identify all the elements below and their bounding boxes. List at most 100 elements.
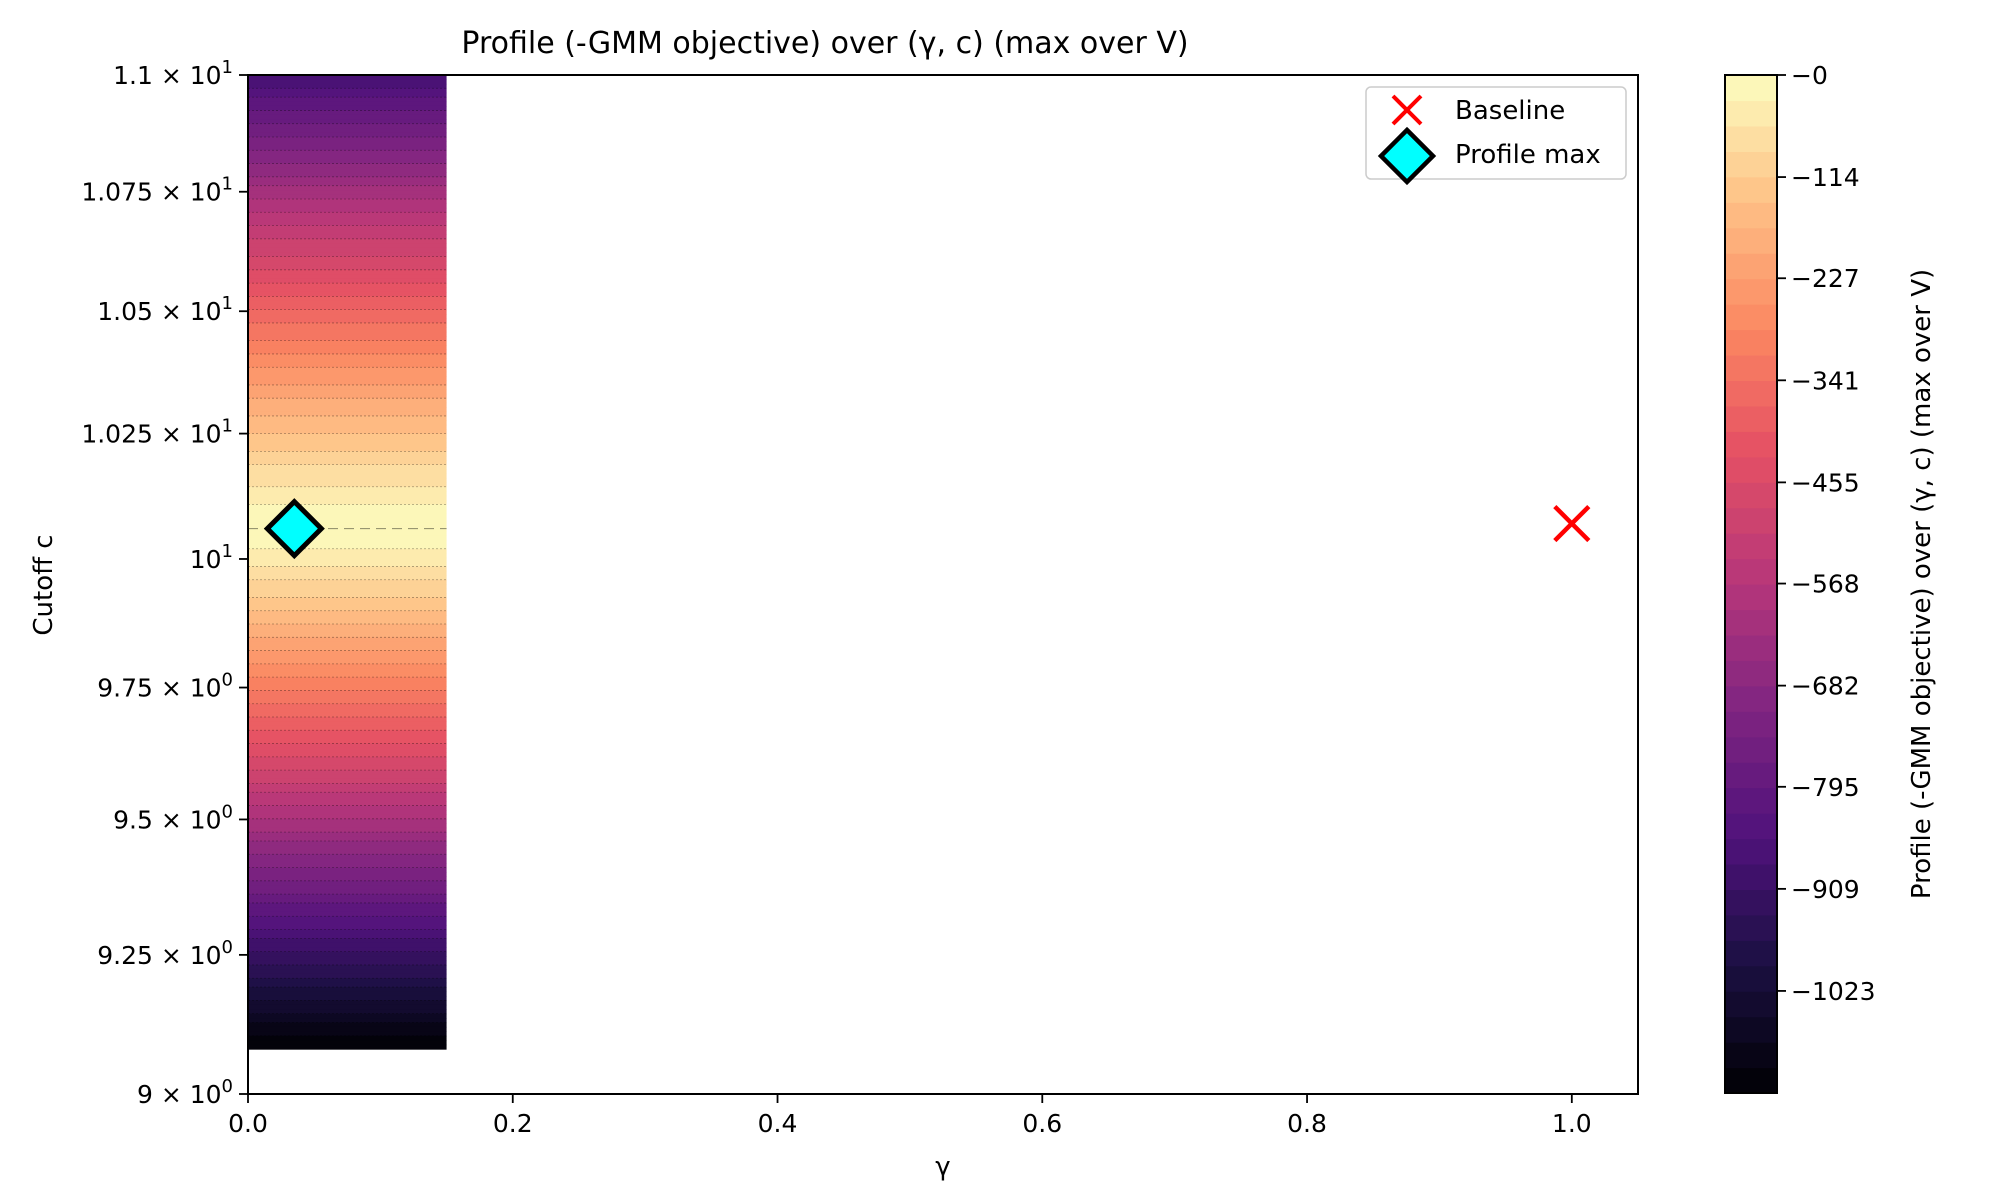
heatmap-cell xyxy=(248,1022,447,1028)
heatmap-cell xyxy=(248,517,447,523)
heatmap-cell xyxy=(248,995,447,1001)
colorbar-swatch xyxy=(1725,634,1777,661)
heatmap-cell xyxy=(248,469,447,475)
heatmap-cell xyxy=(248,809,447,816)
heatmap-cell xyxy=(248,384,447,390)
heatmap-cell xyxy=(248,305,447,311)
profile-max-marker xyxy=(263,498,325,560)
heatmap-cell xyxy=(248,655,447,661)
legend-baseline-icon xyxy=(1391,94,1423,126)
colorbar-swatch xyxy=(1725,940,1777,967)
heatmap-cell xyxy=(248,628,447,634)
heatmap-cell xyxy=(248,380,447,386)
y-tick-label: 1.075 × 101 xyxy=(81,174,233,207)
colorbar-tick-label: −909 xyxy=(1791,875,1860,904)
x-tick-label: 1.0 xyxy=(1552,1109,1592,1138)
heatmap-cell xyxy=(248,960,447,966)
y-tick-label: 9.75 × 100 xyxy=(97,670,233,703)
heatmap-cell xyxy=(248,774,447,780)
heatmap-cell xyxy=(248,1040,447,1046)
heatmap-cell xyxy=(248,929,447,935)
colorbar-swatch xyxy=(1725,75,1777,102)
heatmap-cell xyxy=(248,504,447,510)
heatmap-cell xyxy=(248,942,447,948)
colorbar-swatch xyxy=(1725,965,1777,992)
colorbar-swatch xyxy=(1725,482,1777,509)
heatmap-cell xyxy=(248,433,447,439)
heatmap-cell xyxy=(248,783,447,789)
heatmap-cell xyxy=(248,269,447,275)
heatmap-cell xyxy=(248,991,447,997)
legend-baseline-label: Baseline xyxy=(1455,96,1565,126)
heatmap-cell xyxy=(248,176,447,182)
y-axis-label: Cutoff c xyxy=(29,534,59,635)
heatmap-cell xyxy=(248,150,447,156)
heatmap-cell xyxy=(248,172,447,178)
y-tick-label: 9 × 100 xyxy=(137,1076,233,1109)
heatmap-cell xyxy=(248,716,447,723)
heatmap-surface xyxy=(248,75,447,1050)
heatmap-cell xyxy=(248,75,447,81)
heatmap-cell xyxy=(248,747,447,754)
heatmap-cell xyxy=(248,544,447,550)
heatmap-cell xyxy=(248,128,447,134)
heatmap-cell xyxy=(248,420,447,426)
y-tick-label: 101 xyxy=(190,541,233,574)
heatmap-cell xyxy=(248,752,447,758)
heatmap-cell xyxy=(248,349,447,355)
heatmap-cell xyxy=(248,867,447,873)
heatmap-cell xyxy=(248,690,447,696)
y-axis: 9 × 100 9.25 × 100 9.5 × 100 9.75 × 100 101 1… xyxy=(81,57,248,1109)
colorbar-tick-label: −568 xyxy=(1791,570,1860,599)
heatmap-cell xyxy=(248,274,447,280)
heatmap-cell xyxy=(248,464,447,470)
heatmap-cell xyxy=(248,438,447,444)
heatmap-cell xyxy=(248,947,447,953)
colorbar-swatch xyxy=(1725,685,1777,712)
heatmap-cell xyxy=(248,597,447,603)
heatmap-cell xyxy=(248,345,447,351)
heatmap-cell xyxy=(248,1044,447,1050)
heatmap-cell xyxy=(248,730,447,736)
heatmap-cell xyxy=(248,424,447,430)
heatmap-cell xyxy=(248,650,447,656)
colorbar-tick-label: −0 xyxy=(1791,61,1828,90)
heatmap-cell xyxy=(248,1031,447,1037)
heatmap-cell xyxy=(248,105,447,112)
x-tick-label: 0.0 xyxy=(228,1109,268,1138)
heatmap-cell xyxy=(248,601,447,607)
heatmap-cell xyxy=(248,336,447,342)
colorbar-swatch xyxy=(1725,609,1777,636)
colorbar-swatch xyxy=(1725,889,1777,916)
heatmap-cell xyxy=(248,393,447,399)
y-tick-label: 9.25 × 100 xyxy=(97,937,233,970)
heatmap-cell xyxy=(248,243,447,249)
heatmap-cell xyxy=(248,814,447,820)
heatmap-cell xyxy=(248,770,447,776)
heatmap-cell xyxy=(248,708,447,714)
heatmap-cell xyxy=(248,398,447,404)
heatmap-cell xyxy=(248,1000,447,1006)
heatmap-cell xyxy=(248,823,447,829)
heatmap-cell xyxy=(248,796,447,802)
colorbar-swatch xyxy=(1725,762,1777,789)
heatmap-cell xyxy=(248,885,447,891)
heatmap-cell xyxy=(248,641,447,647)
heatmap-cell xyxy=(248,163,447,169)
heatmap-cell xyxy=(248,659,447,665)
heatmap-cell xyxy=(248,721,447,727)
heatmap-cell xyxy=(248,725,447,731)
heatmap-cell xyxy=(248,672,447,678)
colorbar-swatch xyxy=(1725,991,1777,1018)
heatmap-cell xyxy=(248,938,447,944)
heatmap-cell xyxy=(248,632,447,638)
heatmap-cell xyxy=(248,712,447,718)
chart-title: Profile (-GMM objective) over (γ, c) (ma… xyxy=(461,26,1188,61)
heatmap-cell xyxy=(248,123,447,129)
heatmap-cell xyxy=(248,548,447,554)
heatmap-cell xyxy=(248,703,447,709)
heatmap-cell xyxy=(248,1026,447,1032)
heatmap-cell xyxy=(248,79,447,85)
colorbar-tick-label: −341 xyxy=(1791,366,1860,395)
colorbar-swatch xyxy=(1725,787,1777,814)
